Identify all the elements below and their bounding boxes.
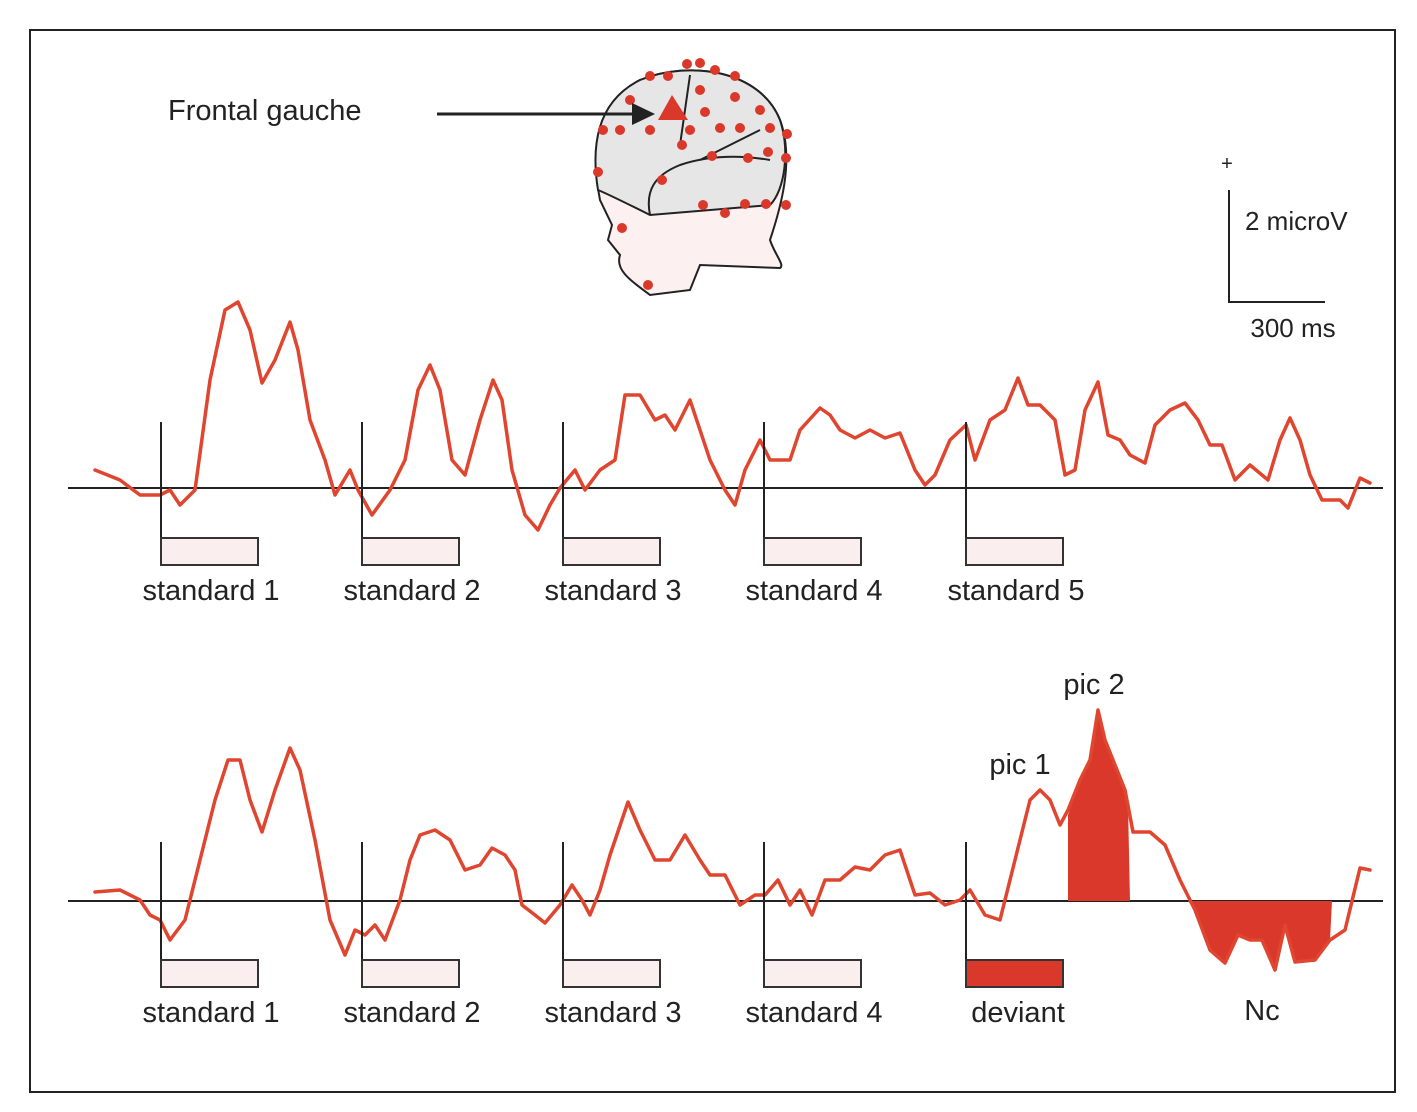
stimulus-box <box>562 959 661 988</box>
stimulus-box <box>763 959 862 988</box>
stimulus-box <box>763 537 862 566</box>
nc-area <box>1188 901 1332 970</box>
electrode-label: Frontal gauche <box>168 95 361 127</box>
nc-label: Nc <box>1244 995 1279 1027</box>
stimulus-box <box>965 537 1064 566</box>
arrow-head <box>632 103 655 125</box>
stimulus-label: standard 2 <box>343 997 480 1029</box>
stimulus-box <box>562 537 661 566</box>
stimulus-label: standard 5 <box>947 575 1084 607</box>
peak-2-label: pic 2 <box>1063 669 1124 701</box>
stimulus-label: standard 4 <box>745 575 882 607</box>
time-label: 300 ms <box>1250 313 1335 343</box>
waveform <box>93 708 1372 972</box>
stimulus-label: standard 1 <box>142 997 279 1029</box>
stimulus-label: standard 2 <box>343 575 480 607</box>
stimulus-label: standard 3 <box>544 575 681 607</box>
amplitude-label: 2 microV <box>1245 206 1348 236</box>
peak-2-area <box>1068 708 1130 901</box>
stimulus-box <box>965 959 1064 988</box>
stimulus-label: deviant <box>971 997 1065 1029</box>
stimulus-box <box>361 537 460 566</box>
frame <box>29 29 1396 1093</box>
scale-bar <box>1228 190 1325 303</box>
polarity-label: + <box>1221 153 1233 175</box>
stimulus-label: standard 1 <box>142 575 279 607</box>
waveform <box>93 300 1372 532</box>
stimulus-box <box>361 959 460 988</box>
stimulus-label: standard 3 <box>544 997 681 1029</box>
stimulus-box <box>160 537 259 566</box>
stimulus-box <box>160 959 259 988</box>
peak-1-label: pic 1 <box>989 749 1050 781</box>
head-illustration <box>593 58 792 297</box>
stimulus-label: standard 4 <box>745 997 882 1029</box>
